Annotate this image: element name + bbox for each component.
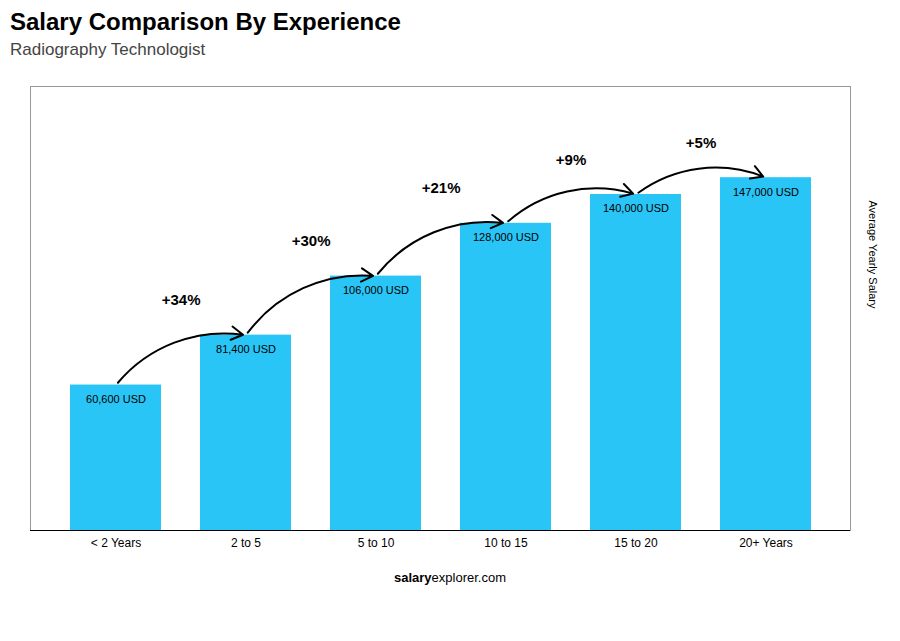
svg-text:5 to 10: 5 to 10 [358, 536, 395, 550]
svg-text:147,000 USD: 147,000 USD [733, 186, 799, 198]
html-text:Salary Comparison By Experienc: Salary Comparison By Experience [10, 8, 401, 35]
svg-text:+34%: +34% [162, 291, 201, 308]
svg-text:128,000 USD: 128,000 USD [473, 231, 539, 243]
svg-text:< 2 Years: < 2 Years [91, 536, 141, 550]
svg-text:10 to 15: 10 to 15 [484, 536, 528, 550]
html-text:Radiography Technologist: Radiography Technologist [10, 40, 206, 59]
html-text:salary explorer.com: salary explorer.com [394, 570, 506, 585]
svg-text:+9%: +9% [556, 151, 586, 168]
svg-text:+5%: +5% [686, 134, 716, 151]
svg-text:+21%: +21% [422, 179, 461, 196]
svg-text:Average Yearly Salary: Average Yearly Salary [867, 200, 879, 309]
svg-text:+30%: +30% [292, 232, 331, 249]
svg-text:106,000 USD: 106,000 USD [343, 284, 409, 296]
svg-text:81,400 USD: 81,400 USD [216, 343, 276, 355]
svg-text:2 to 5: 2 to 5 [231, 536, 261, 550]
svg-text:60,600 USD: 60,600 USD [86, 393, 146, 405]
svg-text:20+ Years: 20+ Years [739, 536, 793, 550]
svg-text:15 to 20: 15 to 20 [614, 536, 658, 550]
svg-text:140,000 USD: 140,000 USD [603, 202, 669, 214]
